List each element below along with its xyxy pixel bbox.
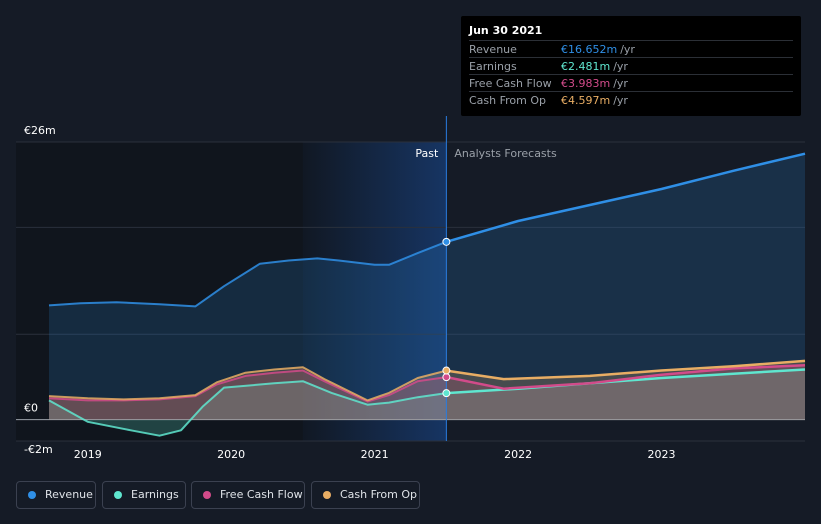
tooltip-value: €16.652m bbox=[561, 43, 618, 56]
grid bbox=[16, 141, 805, 442]
cash-from-op-forecast-line bbox=[446, 359, 806, 381]
revenue-marker[interactable] bbox=[442, 237, 451, 246]
revenue-area bbox=[49, 153, 805, 420]
earnings-marker[interactable] bbox=[442, 389, 451, 398]
legend-item-free-cash-flow[interactable]: Free Cash Flow bbox=[191, 481, 305, 509]
y-tick-label: -€2m bbox=[24, 443, 53, 456]
y-tick-label: €0 bbox=[24, 402, 38, 415]
tooltip-label: Earnings bbox=[469, 60, 517, 73]
legend-label: Revenue bbox=[45, 488, 93, 501]
earnings-past-line bbox=[48, 380, 447, 437]
tooltip-date: Jun 30 2021 bbox=[469, 24, 543, 37]
y-tick-label: €26m bbox=[24, 124, 56, 137]
tooltip: Jun 30 2021 Revenue €16.652m/yr Earnings… bbox=[461, 16, 801, 116]
tooltip-value: €2.481m bbox=[561, 60, 611, 73]
x-tick-label: 2019 bbox=[74, 448, 102, 461]
tooltip-value: €3.983m bbox=[561, 77, 611, 90]
legend-label: Cash From Op bbox=[340, 488, 418, 501]
tooltip-unit: /yr bbox=[613, 94, 628, 107]
cash-from-op-past-line bbox=[48, 366, 447, 402]
tooltip-row-earnings: Earnings €2.481m/yr bbox=[469, 57, 793, 75]
revenue-dot-icon bbox=[28, 491, 36, 499]
revenue-past-line bbox=[48, 240, 447, 308]
revenue-forecast-line bbox=[446, 152, 806, 244]
tooltip-label: Cash From Op bbox=[469, 94, 547, 107]
past-label: Past bbox=[415, 147, 439, 160]
forecast-label: Analysts Forecasts bbox=[454, 147, 557, 160]
free-cash-flow-past-line bbox=[48, 369, 447, 403]
legend-label: Free Cash Flow bbox=[220, 488, 303, 501]
earnings-area bbox=[49, 369, 805, 436]
earnings-dot-icon bbox=[114, 491, 122, 499]
x-tick-label: 2021 bbox=[361, 448, 389, 461]
tooltip-unit: /yr bbox=[613, 60, 628, 73]
x-tick-label: 2020 bbox=[217, 448, 245, 461]
free-cash-flow-forecast-line bbox=[446, 363, 806, 390]
tooltip-row-revenue: Revenue €16.652m/yr bbox=[469, 40, 793, 58]
legend-item-cash-from-op[interactable]: Cash From Op bbox=[311, 481, 420, 509]
tooltip-value: €4.597m bbox=[561, 94, 611, 107]
legend-label: Earnings bbox=[131, 488, 179, 501]
legend-item-revenue[interactable]: Revenue bbox=[16, 481, 96, 509]
free-cash-flow-dot-icon bbox=[203, 491, 211, 499]
cash-from-op-marker[interactable] bbox=[442, 366, 451, 375]
free-cash-flow-marker[interactable] bbox=[442, 373, 451, 382]
x-tick-label: 2023 bbox=[648, 448, 676, 461]
tooltip-row-cash-from-op: Cash From Op €4.597m/yr bbox=[469, 91, 793, 109]
tooltip-label: Revenue bbox=[469, 43, 517, 56]
tooltip-unit: /yr bbox=[620, 43, 635, 56]
cash-from-op-dot-icon bbox=[323, 491, 331, 499]
x-tick-label: 2022 bbox=[504, 448, 532, 461]
tooltip-label: Free Cash Flow bbox=[469, 77, 552, 90]
tooltip-unit: /yr bbox=[613, 77, 628, 90]
legend-item-earnings[interactable]: Earnings bbox=[102, 481, 186, 509]
axis-labels: Past Analysts Forecasts €26m €0 -€2m 2019 20… bbox=[24, 124, 676, 461]
series-markers bbox=[442, 237, 451, 398]
series-areas bbox=[49, 153, 805, 436]
tooltip-row-free-cash-flow: Free Cash Flow €3.983m/yr bbox=[469, 74, 793, 92]
series-lines bbox=[48, 152, 806, 437]
